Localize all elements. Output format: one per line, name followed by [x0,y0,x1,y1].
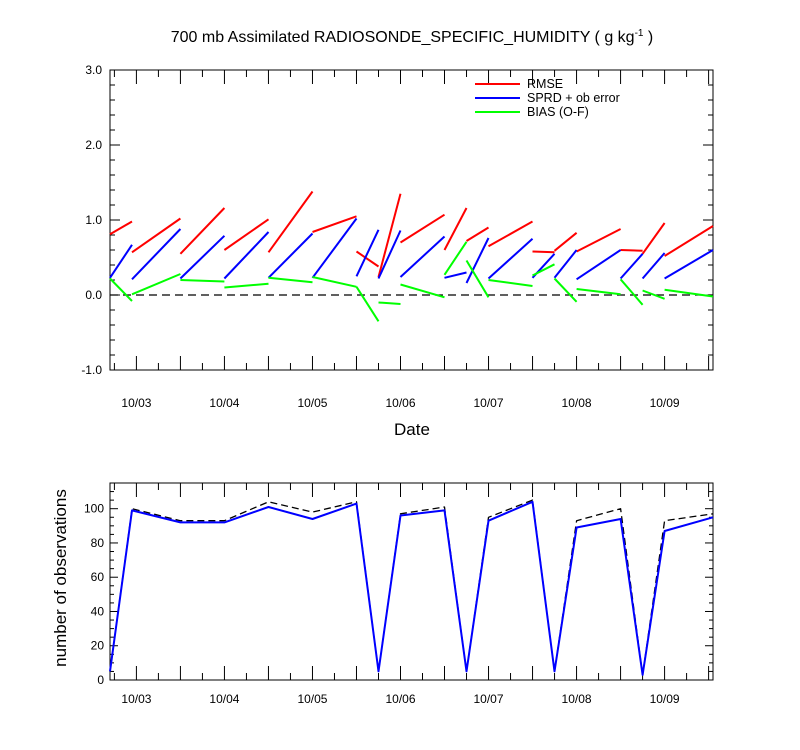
bottom-x-tick-label: 10/03 [121,692,151,706]
series-segment-sprd-ob-error [444,271,467,279]
series-segment-bias-o-f [400,283,445,299]
series-segment-bias-o-f [268,276,313,284]
series-segment-sprd-ob-error [377,230,402,279]
series-segment-bias-o-f [532,263,555,277]
series-segment-rmse [399,213,446,244]
bottom-y-axis-title: number of observations [51,489,70,667]
series-segment-sprd-ob-error [465,237,490,284]
series-segment-bias-o-f [664,288,714,298]
legend-label-bias-o-f: BIAS (O-F) [527,105,589,119]
bottom-x-tick-label: 10/08 [562,692,592,706]
top-y-tick-label: 0.0 [85,288,102,302]
series-segment-sprd-ob-error [487,238,534,280]
series-bias-o-f [109,241,714,322]
series-segment-sprd-ob-error [553,249,578,279]
series-segment-bias-o-f [378,301,401,305]
series-segment-rmse [532,250,555,254]
top-x-axis-title: Date [394,420,430,439]
series-sprd-ob-error [109,217,714,284]
series-segment-sprd-ob-error [223,231,270,280]
top-y-tick-label: 1.0 [85,213,102,227]
series-segment-bias-o-f [642,289,665,300]
top-y-tick-label: 3.0 [85,63,102,77]
top-y-tick-label: 2.0 [85,138,102,152]
series-segment-sprd-ob-error [399,235,446,278]
series-segment-rmse [377,193,402,278]
bottom-y-tick-label: 20 [91,639,105,653]
obs-line-used [109,500,714,676]
series-segment-bias-o-f [619,278,644,306]
chart-title: 700 mb Assimilated RADIOSONDE_SPECIFIC_H… [171,28,654,46]
title-main: 700 mb Assimilated RADIOSONDE_SPECIFIC_H… [171,29,635,46]
series-segment-sprd-ob-error [267,232,314,279]
series-rmse [109,190,714,278]
series-segment-rmse [576,228,622,253]
top-x-tick-label: 10/05 [297,396,327,410]
legend-label-rmse: RMSE [527,77,563,91]
series-segment-rmse [131,217,181,254]
bottom-x-tick-label: 10/07 [474,692,504,706]
series-segment-bias-o-f [224,282,269,289]
bottom-plot-frame [109,482,714,681]
series-segment-bias-o-f [180,279,225,283]
series-segment-sprd-ob-error [576,249,622,281]
bottom-y-tick-label: 100 [84,502,104,516]
bottom-y-tick-label: 60 [91,570,105,584]
series-segment-bias-o-f [553,277,578,303]
series-segment-bias-o-f [465,259,490,298]
series-segment-rmse [443,207,468,251]
series-segment-sprd-ob-error [109,244,133,279]
legend-label-sprd-ob-error: SPRD + ob error [527,91,620,105]
bottom-y-tick-label: 80 [91,536,105,550]
series-segment-bias-o-f [576,288,621,296]
top-x-tick-label: 10/09 [650,396,680,410]
top-plot-frame [109,69,714,371]
series-segment-sprd-ob-error [131,228,182,280]
series-segment-bias-o-f [355,286,380,322]
series-segment-rmse [620,249,643,252]
top-x-tick-label: 10/03 [121,396,151,410]
series-segment-sprd-ob-error [179,235,226,280]
top-panel: -1.0 0.0 1.0 2.0 3.0 10/03 10/04 10/05 10/06 10/0… [81,63,714,410]
bottom-y-tick-label: 0 [97,673,104,687]
series-segment-rmse [267,190,314,253]
series-segment-sprd-ob-error [311,217,358,279]
bottom-x-tick-label: 10/09 [650,692,680,706]
bottom-panel: 0 20 40 60 80 100 10/03 10/04 10/05 10/06 10/07 10/… [84,482,714,706]
obs-line-possible [109,499,714,676]
series-segment-rmse [553,232,578,252]
title-end: ) [643,29,653,46]
series-segment-rmse [355,250,380,268]
series-segment-sprd-ob-error [355,229,380,277]
series-segment-bias-o-f [443,241,468,276]
series-segment-rmse [179,207,226,255]
top-x-tick-label: 10/07 [474,396,504,410]
series-segment-bias-o-f [312,276,357,288]
title-superscript: -1 [635,28,644,39]
series-segment-bias-o-f [488,279,533,287]
series-segment-rmse [641,222,666,255]
series-segment-rmse [109,220,133,236]
series-segment-sprd-ob-error [619,253,644,280]
series-segment-bias-o-f [131,273,181,296]
top-y-tick-label: -1.0 [81,363,102,377]
series-segment-rmse [664,225,714,257]
series-segment-sprd-ob-error [641,252,666,280]
series-segment-bias-o-f [109,277,133,302]
series-segment-rmse [488,220,533,248]
top-x-tick-label: 10/06 [385,396,415,410]
series-segment-rmse [223,218,270,251]
series-segment-sprd-ob-error [664,249,714,280]
bottom-x-tick-label: 10/04 [209,692,239,706]
bottom-x-tick-label: 10/06 [385,692,415,706]
bottom-x-tick-label: 10/05 [297,692,327,706]
bottom-y-tick-label: 40 [91,604,105,618]
series-segment-rmse [465,226,490,242]
top-x-tick-label: 10/04 [209,396,239,410]
top-x-tick-label: 10/08 [562,396,592,410]
series-segment-rmse [312,215,357,233]
